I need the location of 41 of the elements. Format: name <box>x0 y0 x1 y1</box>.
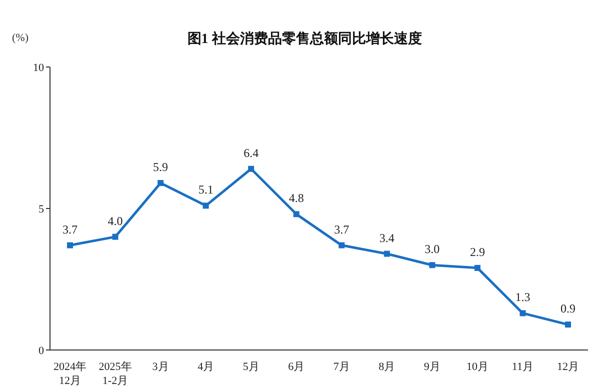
point <box>158 180 164 186</box>
data-label: 4.8 <box>288 191 304 206</box>
chart-title: 图1 社会消费品零售总额同比增长速度 <box>187 32 422 47</box>
point <box>429 262 436 268</box>
data-label: 5.1 <box>198 182 214 197</box>
x-tick-label: 11月 <box>512 361 534 373</box>
y-tick-label: 10 <box>33 62 44 74</box>
y-axis-title: (%) <box>12 32 28 44</box>
x-tick-label: 6月 <box>288 361 305 373</box>
x-tick-label: 7月 <box>333 361 350 373</box>
x-tick-label: 5月 <box>242 361 260 373</box>
point <box>565 322 571 328</box>
data-label: 3.7 <box>334 222 350 236</box>
point <box>474 264 480 271</box>
data-label: 6.4 <box>244 146 259 160</box>
point <box>248 166 254 172</box>
x-tick-label: 4月 <box>198 361 214 373</box>
point <box>112 234 118 240</box>
x-tick-label: 3月 <box>152 361 169 373</box>
data-label: 5.9 <box>153 160 168 174</box>
data-label: 3.7 <box>62 222 78 236</box>
x-tick-label: 2025年 1-2月 <box>98 361 132 387</box>
y-tick-label: 0 <box>38 344 44 357</box>
data-label: 3.0 <box>424 242 440 256</box>
data-label: 0.9 <box>560 302 576 316</box>
data-label: 2.9 <box>470 244 485 259</box>
data-label: 4.0 <box>108 214 123 228</box>
point <box>338 242 345 248</box>
point <box>520 310 526 316</box>
data-label: 1.3 <box>515 290 530 304</box>
y-tick-label: 5 <box>38 203 44 216</box>
point <box>202 202 209 209</box>
point <box>293 211 300 218</box>
x-tick-label: 12月 <box>557 361 579 373</box>
data-label: 3.4 <box>379 230 394 245</box>
x-tick-label: 10月 <box>466 361 488 373</box>
x-tick-label: 8月 <box>378 361 396 373</box>
point <box>384 250 390 257</box>
point <box>67 242 73 248</box>
x-tick-label: 2024年 12月 <box>54 361 86 387</box>
x-tick-label: 9月 <box>424 361 440 373</box>
